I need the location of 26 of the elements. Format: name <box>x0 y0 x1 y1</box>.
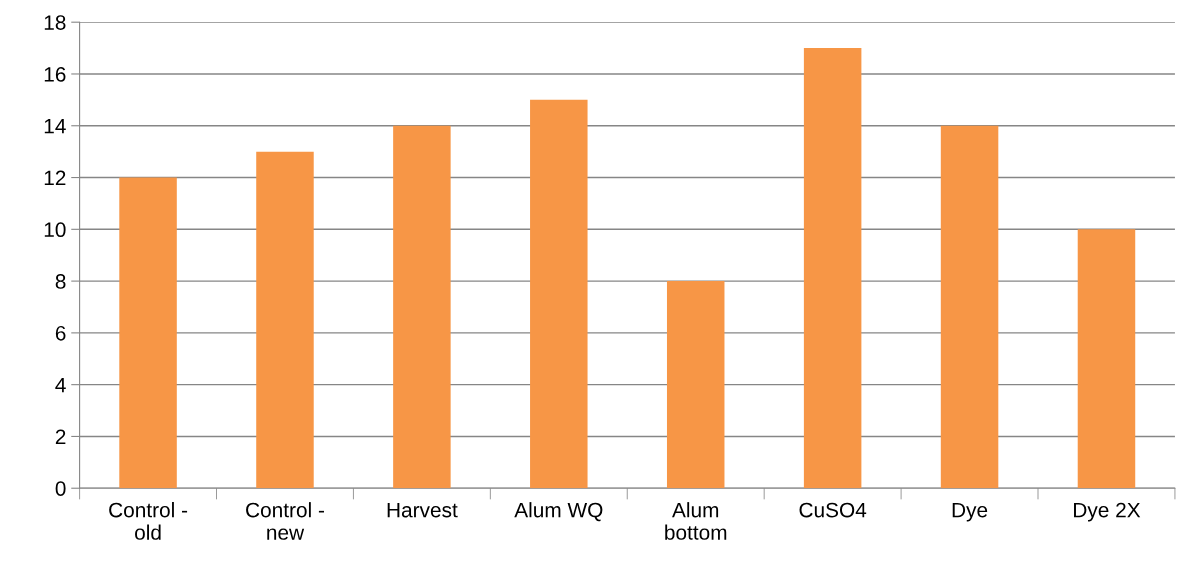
x-tick-label: Dye 2X <box>1074 502 1141 522</box>
y-tick-label: 18 <box>44 15 66 30</box>
y-tick-label: 8 <box>55 274 66 289</box>
y-tick-label: 6 <box>55 325 66 341</box>
bar <box>940 125 999 489</box>
x-tick-label: CuSO4 <box>799 502 867 518</box>
x-tick-label: Alum WQ <box>514 502 603 522</box>
y-tick-label: 4 <box>55 377 66 393</box>
x-tick-label: Control - new <box>246 502 324 540</box>
bar <box>666 281 725 489</box>
bar <box>1077 229 1136 489</box>
x-tick-label: Dye <box>952 502 988 522</box>
y-tick-label: 14 <box>44 118 66 134</box>
bar <box>393 125 451 489</box>
bar <box>530 99 588 489</box>
y-tick-label: 10 <box>44 222 66 238</box>
x-tick-label: Control - old <box>109 502 188 540</box>
x-tick-label: Harvest <box>387 502 458 518</box>
y-tick-label: 16 <box>44 66 66 82</box>
y-tick-label: 2 <box>55 429 66 444</box>
y-tick-label: 0 <box>55 481 66 496</box>
x-tick-label: Alum bottom <box>665 502 727 540</box>
y-tick-label: 12 <box>44 170 66 186</box>
bar <box>256 151 314 489</box>
bar <box>803 48 862 489</box>
bar <box>119 177 177 489</box>
